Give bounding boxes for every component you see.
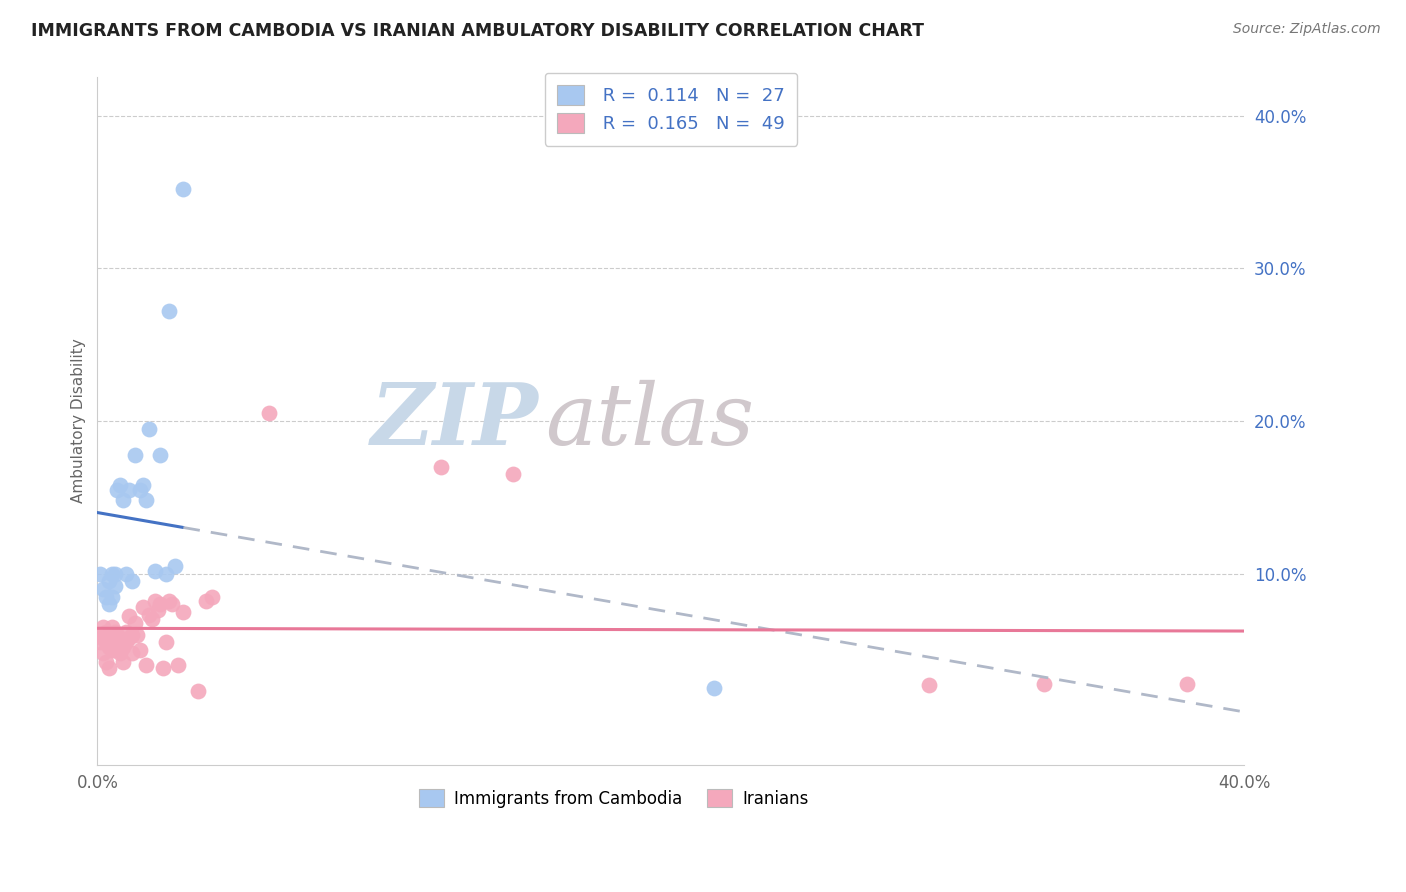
Point (502, 467, 524, 482)
Point (94, 624, 117, 639)
Legend: Immigrants from Cambodia, Iranians: Immigrants from Cambodia, Iranians (412, 782, 815, 814)
Point (195, 594, 218, 608)
Point (94, 635, 117, 649)
Point (103, 635, 125, 649)
Point (160, 597, 183, 611)
Point (118, 609, 141, 624)
Point (143, 564, 166, 578)
Point (97, 661, 120, 675)
Point (138, 607, 160, 622)
Point (1175, 676, 1198, 690)
Point (121, 628, 143, 642)
Point (103, 566, 125, 581)
Point (89, 566, 111, 581)
Point (100, 590, 122, 604)
Point (121, 574, 143, 589)
Point (155, 635, 177, 649)
Point (118, 631, 141, 645)
Point (94, 655, 117, 669)
Point (110, 631, 132, 645)
Point (100, 566, 122, 581)
Point (124, 615, 146, 630)
Point (146, 603, 169, 617)
Point (430, 459, 453, 474)
Point (172, 182, 194, 196)
Text: IMMIGRANTS FROM CAMBODIA VS IRANIAN AMBULATORY DISABILITY CORRELATION CHART: IMMIGRANTS FROM CAMBODIA VS IRANIAN AMBU… (31, 22, 924, 40)
Point (100, 635, 122, 649)
Text: ZIP: ZIP (371, 379, 538, 463)
Point (121, 646, 143, 660)
Point (103, 643, 125, 657)
Point (127, 628, 149, 642)
Point (703, 681, 725, 695)
Point (163, 559, 186, 574)
Point (132, 478, 155, 492)
Point (91, 582, 114, 596)
Point (118, 483, 141, 497)
Point (132, 600, 155, 615)
Point (107, 628, 129, 642)
Point (97, 640, 120, 654)
Point (107, 640, 129, 654)
Point (112, 640, 135, 654)
Point (103, 624, 125, 639)
Point (115, 566, 138, 581)
Y-axis label: Ambulatory Disability: Ambulatory Disability (72, 339, 86, 503)
Point (129, 643, 152, 657)
Point (112, 655, 135, 669)
Point (135, 658, 157, 673)
Point (110, 478, 132, 492)
Point (157, 594, 180, 608)
Point (100, 620, 122, 634)
Point (135, 493, 157, 508)
Point (107, 483, 129, 497)
Point (201, 590, 224, 604)
Text: Source: ZipAtlas.com: Source: ZipAtlas.com (1233, 22, 1381, 37)
Point (141, 612, 163, 626)
Point (918, 678, 941, 692)
Point (97, 597, 120, 611)
Point (94, 590, 117, 604)
Point (110, 646, 132, 660)
Point (97, 574, 120, 589)
Point (124, 448, 146, 462)
Text: atlas: atlas (544, 380, 754, 462)
Point (1032, 676, 1054, 690)
Point (155, 566, 177, 581)
Point (89, 635, 111, 649)
Point (259, 406, 281, 420)
Point (112, 493, 135, 508)
Point (103, 579, 125, 593)
Point (152, 661, 174, 675)
Point (149, 448, 172, 462)
Point (166, 658, 188, 673)
Point (143, 594, 166, 608)
Point (157, 304, 180, 318)
Point (91, 620, 114, 634)
Point (89, 628, 111, 642)
Point (115, 624, 138, 639)
Point (172, 605, 194, 619)
Point (91, 631, 114, 645)
Point (129, 483, 152, 497)
Point (100, 643, 122, 657)
Point (97, 628, 120, 642)
Point (187, 684, 209, 698)
Point (115, 635, 138, 649)
Point (138, 422, 160, 436)
Point (149, 597, 172, 611)
Point (91, 646, 114, 660)
